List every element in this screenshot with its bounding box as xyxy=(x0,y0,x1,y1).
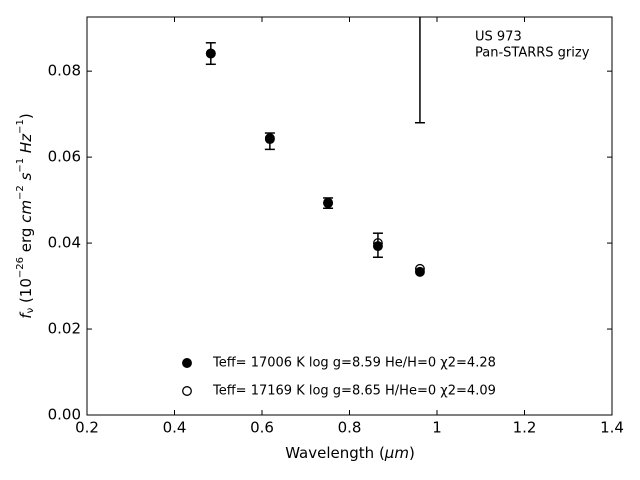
y-label-part: Hz xyxy=(17,133,35,153)
x-tick-label: 0.4 xyxy=(163,419,187,437)
legend-label: Teff= 17006 K log g=8.59 He/H=0 χ2=4.28 xyxy=(212,356,496,371)
x-label-part: Wavelength ( xyxy=(285,444,385,462)
y-tick-label: 0.02 xyxy=(48,320,81,338)
legend-label: Teff= 17169 K log g=8.65 H/He=0 χ2=4.09 xyxy=(212,384,496,399)
x-tick-label: 0.2 xyxy=(75,419,99,437)
point xyxy=(264,133,275,144)
point xyxy=(414,263,425,274)
y-label-part: f xyxy=(17,311,35,319)
y-label-part: −1 xyxy=(15,119,26,134)
x-tick-label: 1 xyxy=(432,419,442,437)
x-tick-label: 1.4 xyxy=(600,419,624,437)
point xyxy=(372,241,383,252)
y-tick-label: 0.00 xyxy=(48,406,81,424)
y-tick-label: 0.04 xyxy=(48,234,81,252)
point xyxy=(414,266,425,277)
point xyxy=(323,197,334,208)
annotation: Pan-STARRS grizy xyxy=(475,46,590,61)
y-label-part: −26 xyxy=(15,257,26,278)
x-label-part: ) xyxy=(409,444,415,462)
y-label-part: erg xyxy=(17,223,35,257)
point xyxy=(372,238,383,249)
error-bar xyxy=(414,17,425,124)
legend-marker xyxy=(182,358,192,368)
y-label-part: (10 xyxy=(17,278,35,308)
legend-marker xyxy=(182,386,192,396)
y-label-part: s xyxy=(17,172,35,180)
y-label-part: −1 xyxy=(15,158,26,173)
x-tick-label: 1.2 xyxy=(513,419,537,437)
y-label-part: cm xyxy=(17,200,35,223)
annotation: US 973 xyxy=(475,30,522,45)
y-label-part: ν xyxy=(25,307,36,313)
y-axis-label: fν (10−26 erg cm−2 s−1 Hz−1) xyxy=(15,113,36,318)
x-tick-label: 0.6 xyxy=(250,419,274,437)
y-label-part: −2 xyxy=(15,185,26,200)
y-tick-label: 0.06 xyxy=(48,148,81,166)
y-label-part: ) xyxy=(17,113,35,119)
plot-area xyxy=(205,17,425,277)
x-label-part: μm xyxy=(384,444,409,462)
x-tick-label: 0.8 xyxy=(338,419,362,437)
point xyxy=(205,48,216,59)
y-tick-label: 0.08 xyxy=(48,62,81,80)
x-axis-label: Wavelength (μm) xyxy=(285,444,415,462)
